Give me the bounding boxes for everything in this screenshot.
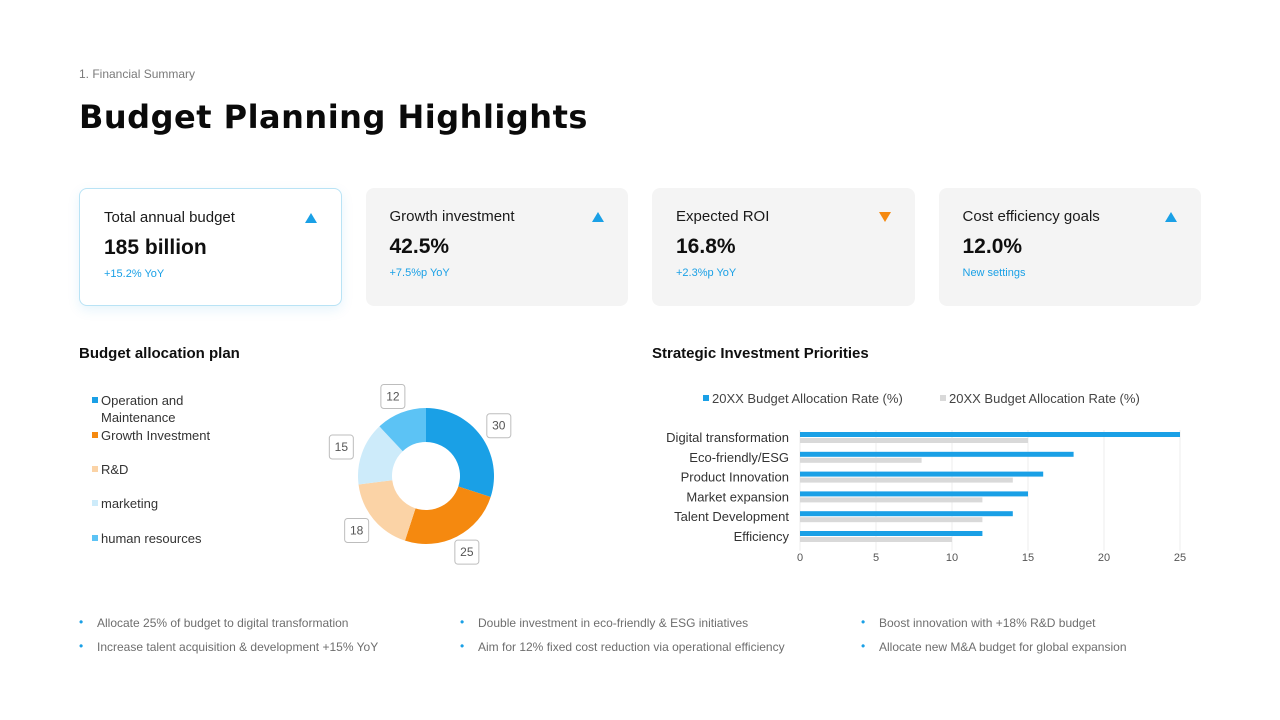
kpi-value: 16.8% bbox=[676, 235, 736, 258]
legend-swatch bbox=[703, 395, 709, 401]
legend-label: R&D bbox=[101, 462, 129, 477]
kpi-value: 12.0% bbox=[962, 235, 1023, 258]
legend-swatch bbox=[92, 535, 98, 541]
label-box bbox=[328, 434, 354, 460]
takeaway-item: Allocate 25% of budget to digital transf… bbox=[79, 615, 348, 630]
bar bbox=[800, 531, 983, 536]
legend-swatch bbox=[92, 397, 98, 403]
label-text: 25 bbox=[460, 545, 474, 559]
legend-label: 20XX Budget Allocation Rate (%) bbox=[712, 391, 903, 406]
kpi-value: 42.5% bbox=[389, 235, 450, 258]
takeaway-item: Aim for 12% fixed cost reduction via ope… bbox=[460, 639, 785, 654]
kpi-title: Total annual budget bbox=[104, 209, 235, 226]
legend-swatch bbox=[92, 432, 98, 438]
takeaway-item: Boost innovation with +18% R&D budget bbox=[861, 615, 1095, 630]
allocation-title: Budget allocation plan bbox=[79, 345, 240, 362]
takeaway-item: Double investment in eco-friendly & ESG … bbox=[460, 615, 748, 630]
legend-label: Growth Investment bbox=[101, 428, 211, 443]
kpi-title: Expected ROI bbox=[676, 208, 770, 225]
x-tick-label: 25 bbox=[1174, 552, 1186, 564]
donut-value-label: 25 bbox=[454, 539, 480, 565]
label-box bbox=[486, 413, 512, 439]
bar bbox=[800, 491, 1028, 497]
legend-item-rnd: R&D bbox=[92, 461, 242, 478]
trend-up-icon bbox=[304, 213, 317, 223]
priorities-title: Strategic Investment Priorities bbox=[652, 345, 869, 362]
bar bbox=[800, 477, 1013, 483]
legend-label: 20XX Budget Allocation Rate (%) bbox=[949, 391, 1140, 406]
label-box bbox=[454, 539, 480, 565]
y-category-label: Eco-friendly/ESG bbox=[689, 450, 789, 465]
label-box bbox=[380, 384, 406, 410]
x-tick-label: 20 bbox=[1098, 552, 1110, 564]
takeaways: Allocate 25% of budget to digital transf… bbox=[79, 615, 1201, 666]
legend-item-operation: Operation and Maintenance bbox=[92, 392, 242, 426]
kpi-note: New settings bbox=[962, 267, 1026, 279]
y-category-label: Digital transformation bbox=[666, 430, 789, 445]
x-tick-label: 15 bbox=[1022, 552, 1034, 564]
donut-value-label: 30 bbox=[486, 413, 512, 439]
legend-item-growth: Growth Investment bbox=[92, 427, 242, 444]
label-text: 12 bbox=[386, 390, 400, 404]
label-text: 30 bbox=[492, 419, 506, 433]
bar bbox=[800, 537, 952, 542]
kpi-card-cost-efficiency[interactable]: Cost efficiency goals 12.0% New settings bbox=[938, 188, 1201, 306]
legend-item-marketing: marketing bbox=[92, 495, 242, 512]
donut-chart: 30 25 18 15 12 bbox=[328, 384, 512, 565]
donut-slice bbox=[379, 408, 426, 452]
bar bbox=[800, 471, 1044, 477]
bar-chart: 20XX Budget Allocation Rate (%) 20XX Budg… bbox=[666, 391, 1186, 564]
takeaway-item: Allocate new M&A budget for global expan… bbox=[861, 639, 1127, 654]
legend-label: marketing bbox=[101, 496, 159, 511]
y-category-label: Product Innovation bbox=[681, 470, 789, 485]
kpi-note: +15.2% YoY bbox=[104, 268, 165, 280]
trend-down-icon bbox=[878, 212, 891, 222]
kpi-row: Total annual budget 185 billion +15.2% Y… bbox=[79, 188, 1201, 306]
kpi-value: 185 billion bbox=[104, 236, 207, 259]
x-tick-label: 10 bbox=[946, 552, 958, 564]
donut-slice bbox=[358, 480, 416, 541]
donut-value-label: 18 bbox=[344, 517, 370, 543]
label-box bbox=[344, 517, 370, 543]
y-category-label: Efficiency bbox=[734, 529, 790, 544]
page-title: Budget Planning Highlights bbox=[79, 98, 588, 136]
donut-slice bbox=[358, 426, 403, 485]
donut-slice bbox=[404, 486, 491, 544]
label-text: 18 bbox=[350, 523, 364, 537]
bar bbox=[800, 457, 922, 463]
kpi-note: +2.3%p YoY bbox=[676, 267, 737, 279]
kpi-card-expected-roi[interactable]: Expected ROI 16.8% +2.3%p YoY bbox=[652, 188, 915, 306]
kpi-card-total-budget[interactable]: Total annual budget 185 billion +15.2% Y… bbox=[79, 188, 342, 306]
legend-label: human resources bbox=[101, 531, 202, 546]
donut-value-label: 12 bbox=[380, 384, 406, 410]
takeaway-item: Increase talent acquisition & developmen… bbox=[79, 639, 378, 654]
trend-up-icon bbox=[1165, 212, 1177, 222]
donut-value-label: 15 bbox=[328, 434, 354, 460]
y-category-label: Talent Development bbox=[674, 509, 789, 524]
donut-slice bbox=[426, 408, 494, 498]
bar-legend: 20XX Budget Allocation Rate (%) 20XX Budg… bbox=[703, 391, 1140, 406]
y-category-label: Market expansion bbox=[686, 489, 789, 504]
x-tick-label: 0 bbox=[797, 552, 803, 564]
kpi-note: +7.5%p YoY bbox=[389, 267, 450, 279]
x-tick-label: 5 bbox=[873, 552, 879, 564]
bar bbox=[800, 432, 1180, 437]
label-text: 15 bbox=[335, 440, 349, 454]
legend-swatch bbox=[940, 395, 946, 401]
trend-up-icon bbox=[592, 212, 604, 222]
section-label: 1. Financial Summary bbox=[79, 67, 196, 81]
kpi-title: Growth investment bbox=[389, 208, 515, 225]
legend-swatch bbox=[92, 466, 98, 472]
bar bbox=[800, 451, 1074, 457]
legend-item-hr: human resources bbox=[92, 530, 242, 547]
bar bbox=[800, 517, 983, 523]
bar bbox=[800, 511, 1013, 517]
bar bbox=[800, 438, 1028, 443]
kpi-title: Cost efficiency goals bbox=[962, 208, 1100, 225]
kpi-card-growth-investment[interactable]: Growth investment 42.5% +7.5%p YoY bbox=[365, 188, 628, 306]
legend-label: Operation and Maintenance bbox=[101, 393, 184, 425]
bar bbox=[800, 497, 983, 503]
legend-swatch bbox=[92, 500, 98, 506]
